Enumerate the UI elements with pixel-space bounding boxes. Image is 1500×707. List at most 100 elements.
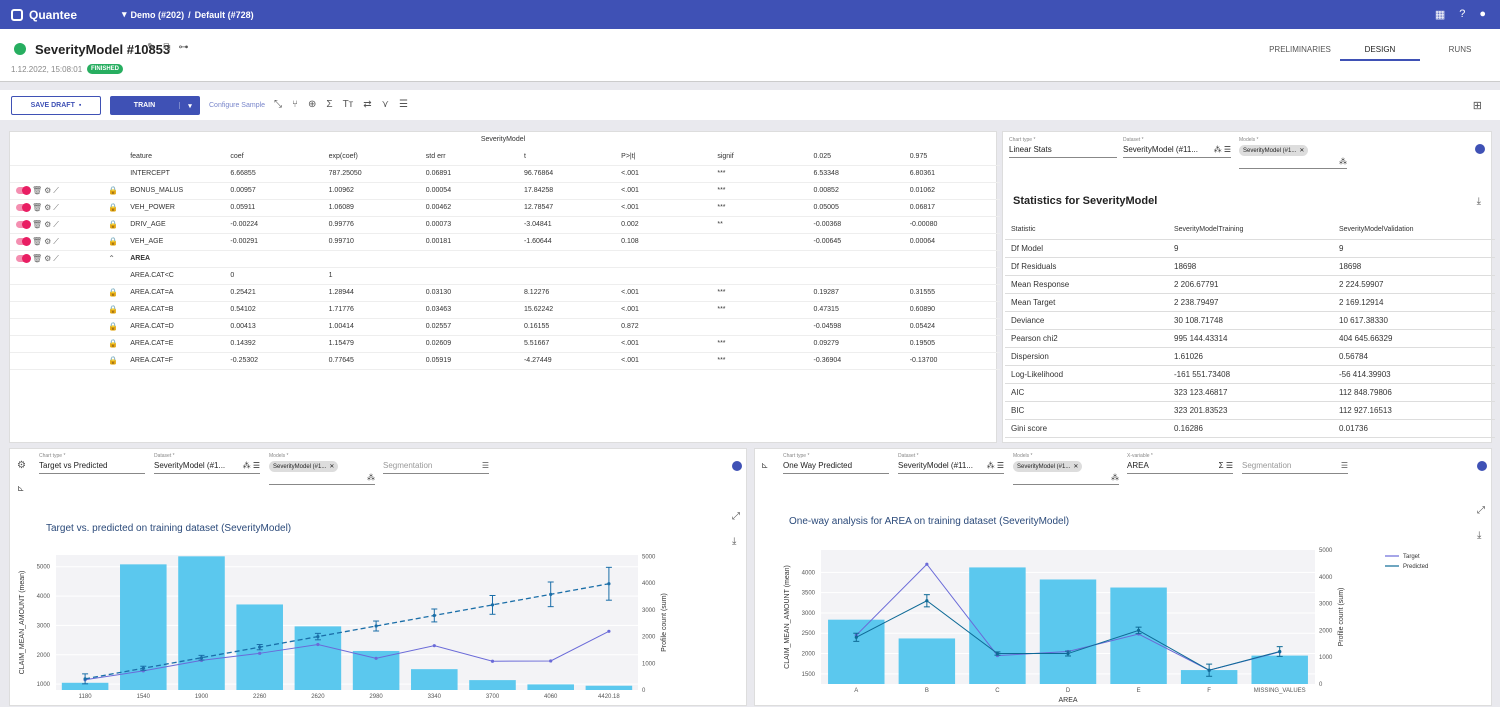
models-select[interactable]: Models * SeverityModel (#1... ✕ ⁂ xyxy=(1239,137,1347,169)
tune-icon[interactable]: ☰ xyxy=(481,461,489,470)
lock-icon[interactable]: 🔒 xyxy=(108,288,119,297)
lock-icon[interactable]: 🔒 xyxy=(108,220,119,229)
dataset-select[interactable]: Dataset * SeverityModel (#11... ⁂ ☰ xyxy=(898,453,1004,474)
lock-icon[interactable]: 🔒 xyxy=(108,186,119,195)
settings-gear-icon[interactable]: ⚙ xyxy=(44,253,52,263)
tab-runs[interactable]: RUNS xyxy=(1448,45,1472,54)
settings-gear-icon[interactable]: ⚙ xyxy=(44,202,52,212)
delete-icon[interactable]: 🗑 xyxy=(31,219,43,229)
column-header[interactable]: 0.975 xyxy=(907,148,1000,166)
save-draft-button[interactable]: SAVE DRAFT ▪ xyxy=(11,96,101,115)
lock-icon[interactable]: 🔒 xyxy=(108,322,119,331)
segmentation-select[interactable]: Segmentation ☰ xyxy=(383,459,489,474)
lock-icon[interactable]: 🔒 xyxy=(108,356,119,365)
trend-chart-icon[interactable]: ⟋ xyxy=(53,202,59,212)
download-icon[interactable]: ⤓ xyxy=(1477,530,1482,541)
settings-gear-icon[interactable]: ⚙ xyxy=(17,460,26,471)
tab-design[interactable]: DESIGN xyxy=(1340,29,1420,61)
sigma-icon[interactable]: Σ xyxy=(326,99,333,110)
trend-chart-icon[interactable]: ⟋ xyxy=(53,236,59,246)
column-header[interactable]: std err xyxy=(423,148,522,166)
column-header[interactable]: signif xyxy=(715,148,812,166)
dataset-options-icon[interactable]: ⁂ ☰ xyxy=(242,461,260,470)
delete-icon[interactable]: 🗑 xyxy=(31,236,43,246)
lock-icon[interactable]: 🔒 xyxy=(108,203,119,212)
apps-grid-icon[interactable]: ▦ xyxy=(1434,9,1446,21)
chip-close-icon[interactable]: ✕ xyxy=(1299,148,1305,154)
sigma-icon[interactable]: Σ ☰ xyxy=(1218,461,1233,470)
trend-chart-icon[interactable]: ⟋ xyxy=(53,219,59,229)
x-variable-select[interactable]: X-variable * AREA Σ ☰ xyxy=(1127,453,1233,474)
trend-chart-icon[interactable]: ⟋ xyxy=(53,185,59,195)
dataset-select[interactable]: Dataset * SeverityModel (#1... ⁂ ☰ xyxy=(154,453,260,474)
chart-type-select[interactable]: Chart type * Linear Stats xyxy=(1009,137,1117,158)
column-header[interactable]: SeverityModelValidation xyxy=(1333,221,1495,240)
segmentation-select[interactable]: Segmentation ☰ xyxy=(1242,459,1348,474)
feature-toggle[interactable] xyxy=(16,236,31,246)
column-header[interactable]: 0.025 xyxy=(811,148,908,166)
trend-chart-icon[interactable]: ⟋ xyxy=(53,253,59,263)
delete-icon[interactable]: 🗑 xyxy=(31,202,43,212)
edit-icon[interactable]: ✎ xyxy=(147,42,156,53)
expand-icon[interactable]: ⤢ xyxy=(1477,505,1485,516)
chevron-up-icon[interactable]: ⌃ xyxy=(108,254,115,263)
lock-icon[interactable]: 🔒 xyxy=(108,339,119,348)
chip-close-icon[interactable]: ✕ xyxy=(1073,464,1079,470)
model-chip[interactable]: SeverityModel (#1... ✕ xyxy=(1239,145,1309,156)
delete-icon[interactable]: 🗑 xyxy=(31,185,43,195)
tune-icon[interactable]: ☰ xyxy=(399,99,408,110)
formula-icon[interactable]: ⋎ xyxy=(381,99,389,110)
feature-toggle[interactable] xyxy=(16,202,31,212)
settings-gear-icon[interactable]: ⚙ xyxy=(44,236,52,246)
feature-toggle[interactable] xyxy=(16,185,31,195)
dataset-select[interactable]: Dataset * SeverityModel (#11... ⁂ ☰ xyxy=(1123,137,1231,158)
train-button[interactable]: TRAIN ▾ xyxy=(110,96,200,115)
column-header[interactable]: coef xyxy=(228,148,327,166)
axis-icon[interactable]: ⊾ xyxy=(761,460,769,470)
settings-gear-icon[interactable]: ⚙ xyxy=(44,219,52,229)
column-header[interactable]: feature xyxy=(128,148,229,166)
model-chip[interactable]: SeverityModel (#1... ✕ xyxy=(269,461,339,472)
download-icon[interactable]: ⤓ xyxy=(1476,196,1481,207)
text-icon[interactable]: Tт xyxy=(342,99,354,110)
axis-icon[interactable]: ⊾ xyxy=(17,483,25,493)
run-chart-button[interactable] xyxy=(1475,144,1485,154)
workspace-name[interactable]: Default (#728) xyxy=(194,9,254,20)
project-name[interactable]: Demo (#202) xyxy=(130,9,185,20)
models-options-icon[interactable]: ⁂ xyxy=(1339,157,1347,166)
run-chart-button[interactable] xyxy=(1477,461,1487,471)
column-header[interactable]: t xyxy=(521,148,620,166)
configure-sample-link[interactable]: Configure Sample xyxy=(209,102,266,109)
run-chart-button[interactable] xyxy=(732,461,742,471)
expand-icon[interactable]: ⤢ xyxy=(732,511,740,522)
feature-toggle[interactable] xyxy=(16,253,31,263)
models-select[interactable]: Models * SeverityModel (#1... ✕ ⁂ xyxy=(269,453,375,485)
column-header[interactable]: exp(coef) xyxy=(326,148,424,166)
delete-icon[interactable]: 🗑 xyxy=(31,253,43,263)
app-logo[interactable]: Quantee xyxy=(11,8,77,22)
column-header[interactable]: P>|t| xyxy=(619,148,716,166)
train-dropdown-icon[interactable]: ▾ xyxy=(188,102,192,110)
chip-close-icon[interactable]: ✕ xyxy=(329,464,335,470)
chart-type-select[interactable]: Chart type * One Way Predicted xyxy=(783,453,889,474)
filter-icon[interactable]: ⑂ xyxy=(292,99,298,110)
layout-grid-icon[interactable]: ⊞ xyxy=(1472,100,1482,112)
add-circle-icon[interactable]: ⊕ xyxy=(308,99,317,110)
lock-icon[interactable]: 🔒 xyxy=(108,237,119,246)
model-chip[interactable]: SeverityModel (#1... ✕ xyxy=(1013,461,1083,472)
chart-type-select[interactable]: Chart type * Target vs Predicted xyxy=(39,453,145,474)
copy-icon[interactable]: ⧉ xyxy=(163,42,171,53)
tab-preliminaries[interactable]: PRELIMINARIES xyxy=(1269,45,1331,54)
dataset-options-icon[interactable]: ⁂ ☰ xyxy=(1213,145,1231,154)
download-icon[interactable]: ⤓ xyxy=(732,536,737,547)
column-header[interactable]: SeverityModelTraining xyxy=(1168,221,1333,240)
feature-toggle[interactable] xyxy=(16,219,31,229)
help-icon[interactable]: ? xyxy=(1459,8,1466,20)
models-options-icon[interactable]: ⁂ xyxy=(1111,473,1119,482)
settings-gear-icon[interactable]: ⚙ xyxy=(44,185,52,195)
models-options-icon[interactable]: ⁂ xyxy=(367,473,375,482)
swap-icon[interactable]: ⇄ xyxy=(363,99,372,110)
lock-icon[interactable]: 🔒 xyxy=(108,305,119,314)
project-breadcrumb[interactable]: ▾ Demo (#202) / Default (#728) xyxy=(122,9,254,20)
fork-icon[interactable]: ⊶ xyxy=(178,42,189,53)
